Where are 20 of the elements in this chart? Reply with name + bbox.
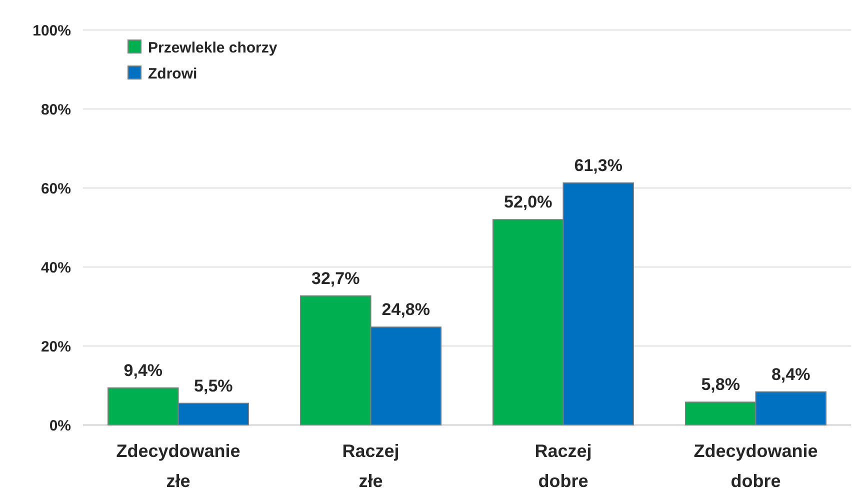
x-tick-label: Raczej dobre [534, 441, 592, 490]
y-tick-label: 40% [40, 259, 71, 276]
x-tick-label: Zdecydowanie złe [116, 441, 240, 490]
y-tick-label: 20% [40, 338, 71, 356]
data-label: 5,5% [194, 376, 233, 396]
x-tick-label: Zdecydowanie dobre [694, 441, 818, 490]
data-label: 9,4% [124, 360, 163, 380]
data-label: 32,7% [312, 268, 360, 288]
y-tick-label: 80% [40, 101, 71, 118]
x-tick-label: Raczej złe [342, 441, 400, 490]
y-tick-label: 60% [40, 180, 71, 198]
data-label: 52,0% [504, 192, 552, 212]
y-tick-label: 0% [49, 417, 71, 434]
legend-label: Zdrowi [148, 65, 198, 82]
y-tick-label: 100% [32, 22, 71, 40]
data-label: 5,8% [701, 375, 740, 394]
legend-label: Przewlekle chorzy [148, 39, 278, 56]
data-label: 24,8% [382, 300, 430, 320]
data-label: 8,4% [771, 364, 810, 384]
data-label: 61,3% [574, 156, 622, 175]
